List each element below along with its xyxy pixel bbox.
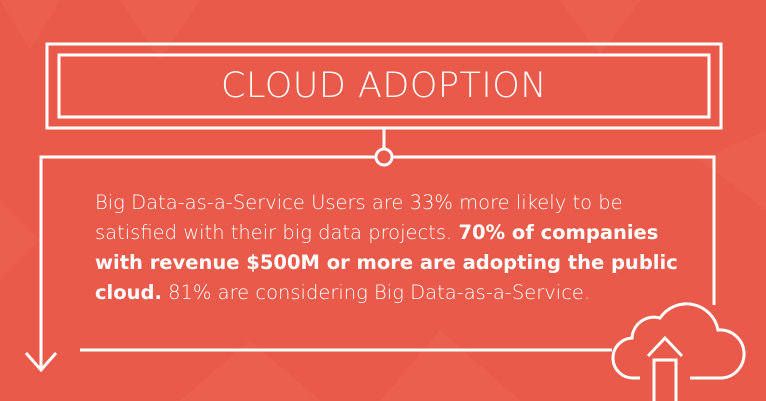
- title: CLOUD ADOPTION: [221, 66, 547, 106]
- title-inner-border: [57, 53, 711, 119]
- paragraph: Big Data-as-a-Service Users are 33% more…: [95, 188, 695, 308]
- connector-node: [374, 147, 394, 167]
- intro-text: Big Data-as-a-Service Users are 33% more…: [95, 191, 623, 244]
- frame: [24, 42, 746, 401]
- highlight-text: 70% of companies with revenue $500M or m…: [95, 221, 678, 304]
- cloud-icon: [611, 302, 746, 380]
- left-path: [39, 155, 376, 368]
- outro-text: 81% are considering Big Data-as-a-Servic…: [168, 281, 591, 304]
- cloud-up-arrow-head: [646, 335, 684, 358]
- down-arrow: [24, 352, 58, 373]
- cloud-up-arrow-shaft: [652, 358, 678, 401]
- right-path: [392, 155, 716, 305]
